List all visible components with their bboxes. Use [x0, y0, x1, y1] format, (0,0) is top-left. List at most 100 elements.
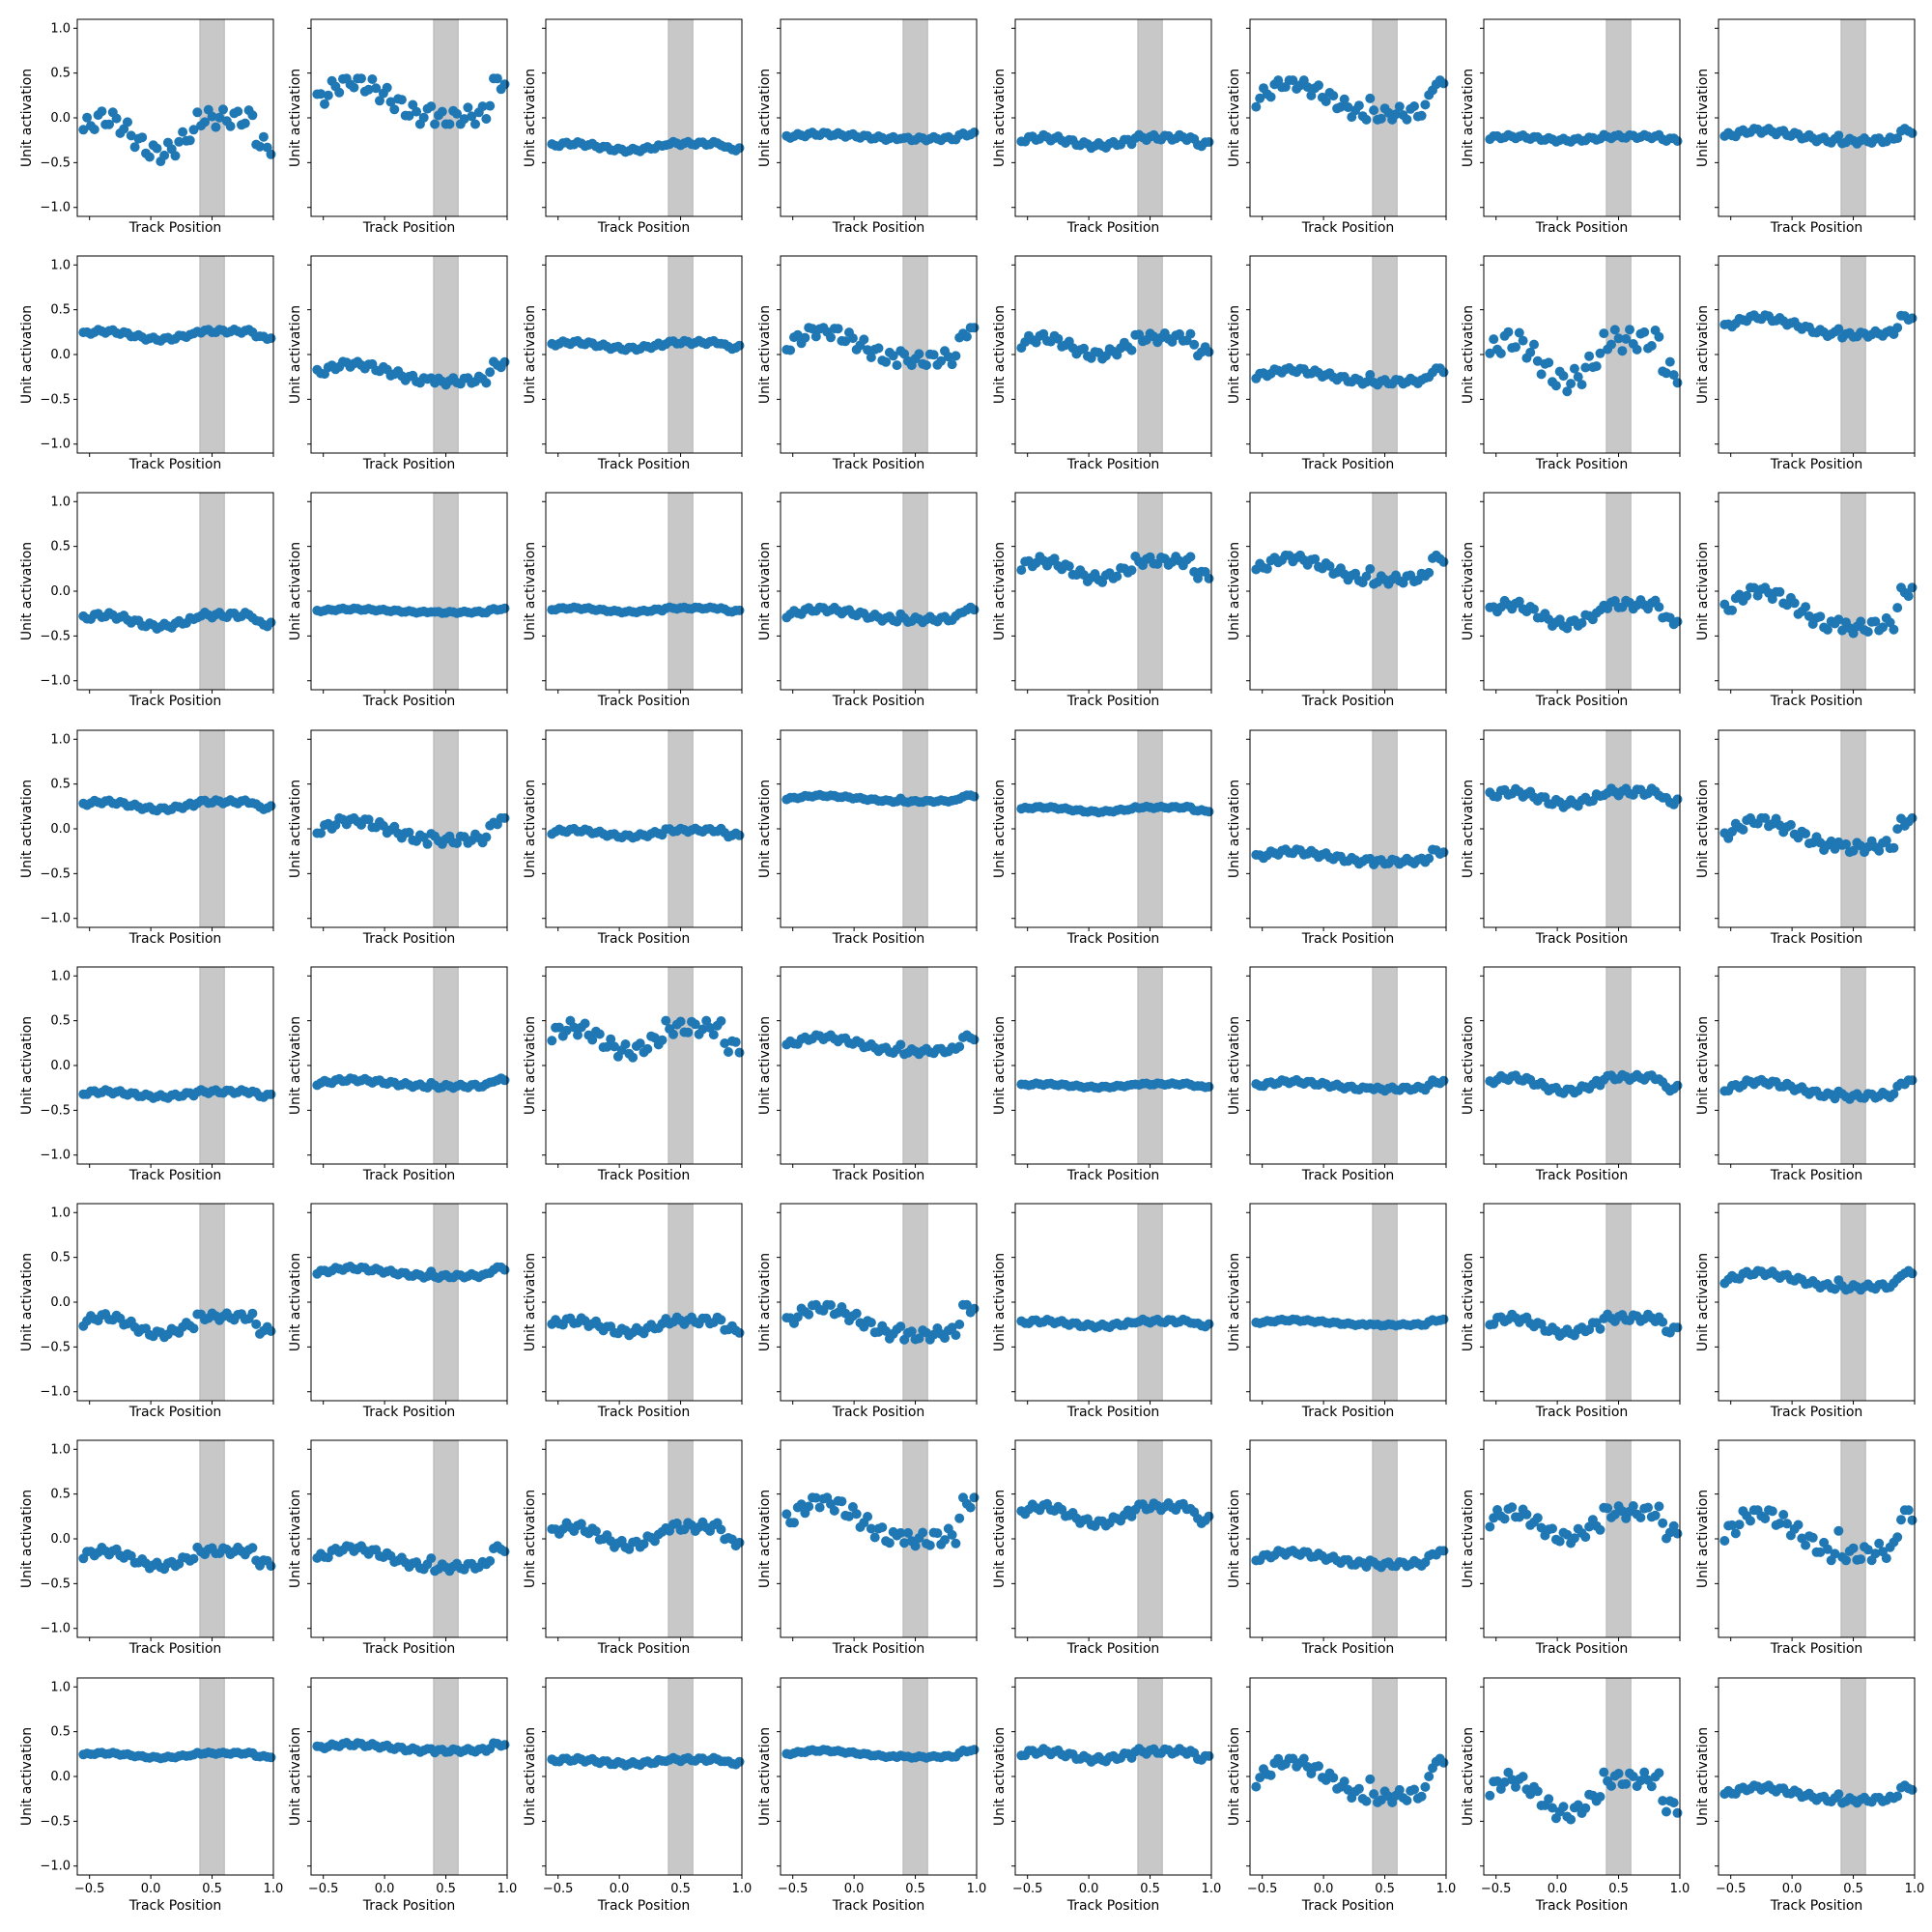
data-point	[1577, 380, 1587, 390]
data-point	[266, 333, 276, 344]
panel-8-7: −0.5 0.0 0.5 1.0 Track Position Unit activati…	[1461, 1677, 1690, 1914]
y-tick-label: −0.5	[40, 156, 71, 170]
data-point	[1550, 381, 1561, 391]
data-point	[1635, 1513, 1646, 1522]
data-point	[951, 1330, 961, 1341]
shaded-region	[1372, 1203, 1398, 1402]
shaded-region	[1605, 18, 1632, 217]
data-point	[1409, 1784, 1419, 1795]
data-point	[467, 111, 477, 122]
shaded-region	[199, 255, 225, 454]
shaded-region	[902, 729, 928, 928]
x-tick-label: −0.5	[308, 1882, 339, 1896]
data-point	[1672, 1528, 1683, 1539]
y-tick-label: 1.0	[50, 258, 71, 272]
y-tick-label: 1.0	[50, 1206, 71, 1220]
y-axis-label: Unit activation	[1695, 1727, 1711, 1826]
y-axis-label: Unit activation	[992, 1016, 1008, 1115]
data-point	[1889, 624, 1899, 635]
shaded-region	[902, 18, 928, 217]
data-point	[1907, 313, 1918, 324]
data-point	[895, 1321, 906, 1332]
x-axis-label: Track Position	[362, 1405, 456, 1420]
plot-frame	[1249, 255, 1447, 454]
data-point	[1438, 556, 1449, 567]
shaded-region	[1840, 18, 1866, 217]
y-axis-label: Unit activation	[992, 1727, 1008, 1826]
data-point	[1767, 1506, 1777, 1517]
data-point	[804, 1309, 814, 1320]
y-tick-label: 0.0	[50, 822, 71, 837]
x-tick-label: 1.0	[1202, 1882, 1222, 1896]
data-point	[792, 1312, 803, 1322]
data-point	[1409, 101, 1419, 111]
data-point	[1646, 1781, 1657, 1792]
data-point	[247, 1543, 258, 1553]
shaded-region	[1840, 1439, 1866, 1638]
data-point	[1328, 91, 1339, 101]
data-point	[1804, 611, 1814, 621]
shaded-region	[668, 1203, 694, 1402]
data-point	[426, 101, 437, 112]
data-point	[914, 349, 924, 359]
data-point	[1889, 842, 1899, 853]
panel-4-2: Track Position Unit activation	[288, 729, 510, 947]
data-point	[796, 1499, 807, 1510]
shaded-region	[433, 492, 459, 691]
data-point	[266, 149, 276, 159]
shaded-region	[1605, 966, 1632, 1165]
data-point	[1064, 561, 1074, 572]
y-axis-label: Unit activation	[288, 69, 303, 167]
panel-7-4: Track Position Unit activation	[757, 1439, 980, 1657]
data-point	[1514, 327, 1524, 338]
data-point	[1529, 339, 1539, 350]
data-point	[499, 603, 510, 613]
data-point	[826, 1300, 836, 1310]
y-axis-label: Unit activation	[757, 780, 773, 878]
data-point	[1580, 1532, 1591, 1543]
y-axis-label: Unit activation	[19, 69, 35, 167]
data-point	[1361, 1796, 1372, 1806]
data-point	[1815, 611, 1826, 622]
plot-frame	[545, 1203, 743, 1402]
data-point	[1511, 342, 1520, 353]
y-axis-label: Unit activation	[19, 1727, 35, 1826]
y-axis-label: Unit activation	[992, 780, 1008, 878]
data-point	[947, 1529, 957, 1540]
data-point	[266, 1089, 276, 1099]
plot-frame	[76, 255, 274, 454]
data-point	[499, 1075, 510, 1086]
x-axis-label: Track Position	[1535, 1405, 1629, 1420]
data-point	[1650, 1510, 1661, 1520]
x-axis-label: Track Position	[597, 1641, 691, 1657]
shaded-region	[1137, 1203, 1163, 1402]
data-point	[1489, 334, 1499, 345]
data-point	[936, 355, 947, 366]
data-point	[1841, 1555, 1851, 1566]
x-axis-label: Track Position	[832, 1405, 925, 1420]
data-point	[320, 99, 329, 109]
y-axis-label: Unit activation	[288, 305, 303, 404]
data-point	[1826, 836, 1836, 846]
y-axis-label: Unit activation	[992, 69, 1008, 167]
data-point	[1892, 1532, 1903, 1543]
data-point	[1654, 602, 1664, 612]
data-point	[1350, 568, 1361, 579]
y-axis-label: Unit activation	[288, 780, 303, 878]
data-point	[892, 360, 902, 371]
panel-2-3: Track Position Unit activation	[523, 255, 745, 472]
plot-frame	[1483, 966, 1681, 1165]
data-point	[1324, 561, 1335, 571]
x-axis-label: Track Position	[597, 1168, 691, 1183]
x-axis-label: Track Position	[597, 1898, 691, 1914]
y-tick-label: −0.5	[40, 392, 71, 407]
data-point	[1514, 596, 1524, 607]
plot-frame	[310, 966, 508, 1165]
data-point	[1881, 1553, 1891, 1564]
plot-frame	[780, 1677, 978, 1876]
data-point	[785, 345, 796, 355]
plot-frame	[780, 966, 978, 1165]
data-point	[1599, 328, 1609, 339]
data-point	[561, 1025, 572, 1036]
shaded-region	[433, 966, 459, 1165]
